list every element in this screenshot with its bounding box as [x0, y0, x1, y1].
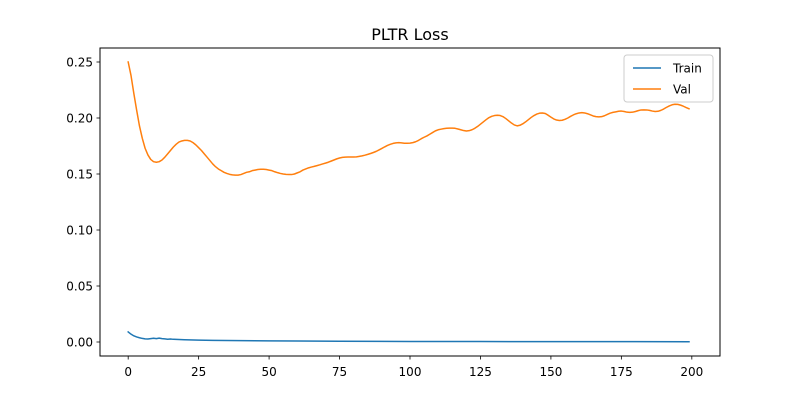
series-layer: [127, 61, 690, 343]
x-tick-label: 50: [261, 365, 276, 379]
chart-title: PLTR Loss: [371, 25, 448, 44]
x-tick-label: 0: [124, 365, 132, 379]
x-tick-label: 25: [191, 365, 206, 379]
x-tick-label: 75: [332, 365, 347, 379]
y-tick-label: 0.00: [66, 336, 93, 350]
legend-box: [623, 54, 714, 103]
y-tick-label: 0.25: [66, 56, 93, 70]
x-tick-label: 150: [539, 365, 562, 379]
y-tick-label: 0.20: [66, 112, 93, 126]
y-tick-label: 0.15: [66, 168, 93, 182]
legend-label-val: Val: [673, 83, 691, 97]
plot-frame: [99, 47, 721, 357]
y-tick-label: 0.05: [66, 280, 93, 294]
y-tick-label: 0.10: [66, 224, 93, 238]
legend-label-train: Train: [672, 62, 702, 76]
x-tick-label: 175: [610, 365, 633, 379]
x-tick-label: 125: [469, 365, 492, 379]
series-line-train: [127, 330, 690, 343]
legend: Train Val: [623, 54, 714, 103]
y-axis: 0.00 0.05 0.10 0.15 0.20 0.25: [66, 56, 100, 350]
x-tick-label: 200: [680, 365, 703, 379]
x-axis: 0 25 50 75 100 125 150 175 200: [124, 356, 703, 379]
series-line-val: [127, 61, 690, 176]
x-tick-label: 100: [399, 365, 422, 379]
